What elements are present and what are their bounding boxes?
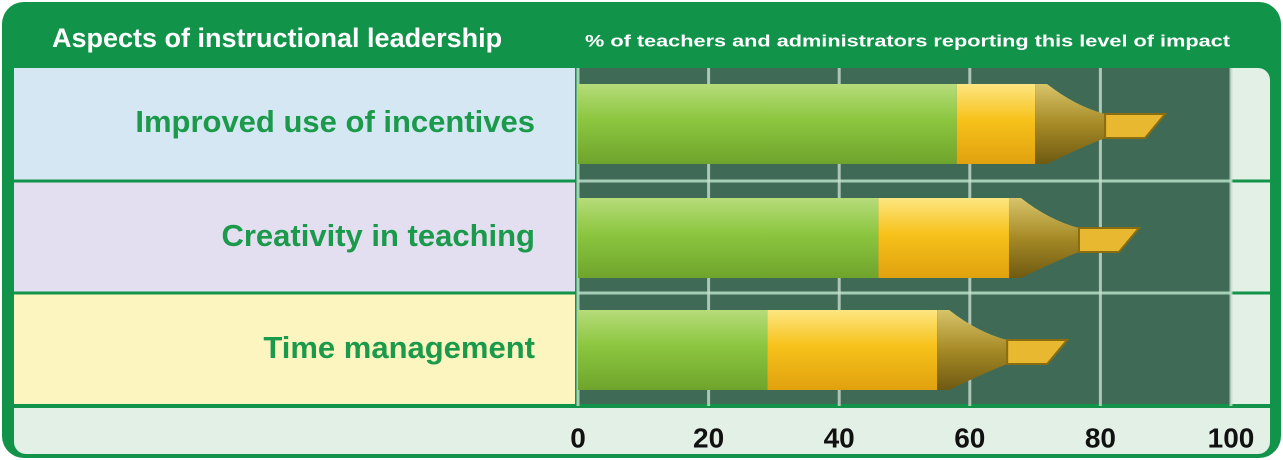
category-label: Creativity in teaching bbox=[221, 218, 535, 253]
bar-segment bbox=[578, 198, 879, 278]
x-tick-label: 0 bbox=[570, 422, 586, 453]
category-label: Improved use of incentives bbox=[135, 104, 535, 139]
row-bg bbox=[14, 68, 577, 180]
bar-segment bbox=[956, 84, 1036, 164]
highlighter-nib bbox=[1077, 227, 1142, 253]
highlighter-cap bbox=[1008, 198, 1079, 278]
category-label: Time management bbox=[263, 330, 535, 365]
bar-segment bbox=[878, 198, 1009, 278]
bar-segment bbox=[578, 310, 768, 390]
chart-subtitle: % of teachers and administrators reporti… bbox=[585, 31, 1230, 50]
x-tick-label: 80 bbox=[1085, 422, 1116, 453]
bar-segment bbox=[767, 310, 938, 390]
bar-segment bbox=[578, 84, 957, 164]
row-bg bbox=[14, 294, 577, 405]
highlighter-nib bbox=[1104, 113, 1168, 139]
x-tick-label: 20 bbox=[693, 422, 724, 453]
highlighter-cap bbox=[1035, 84, 1106, 164]
highlighter-cap bbox=[937, 310, 1008, 390]
row-bg bbox=[14, 182, 577, 292]
x-tick-label: 40 bbox=[824, 422, 855, 453]
highlighter-nib bbox=[1006, 339, 1070, 365]
chart-title: Aspects of instructional leadership bbox=[52, 23, 502, 53]
x-tick-label: 60 bbox=[954, 422, 985, 453]
x-tick-label: 100 bbox=[1208, 422, 1255, 453]
